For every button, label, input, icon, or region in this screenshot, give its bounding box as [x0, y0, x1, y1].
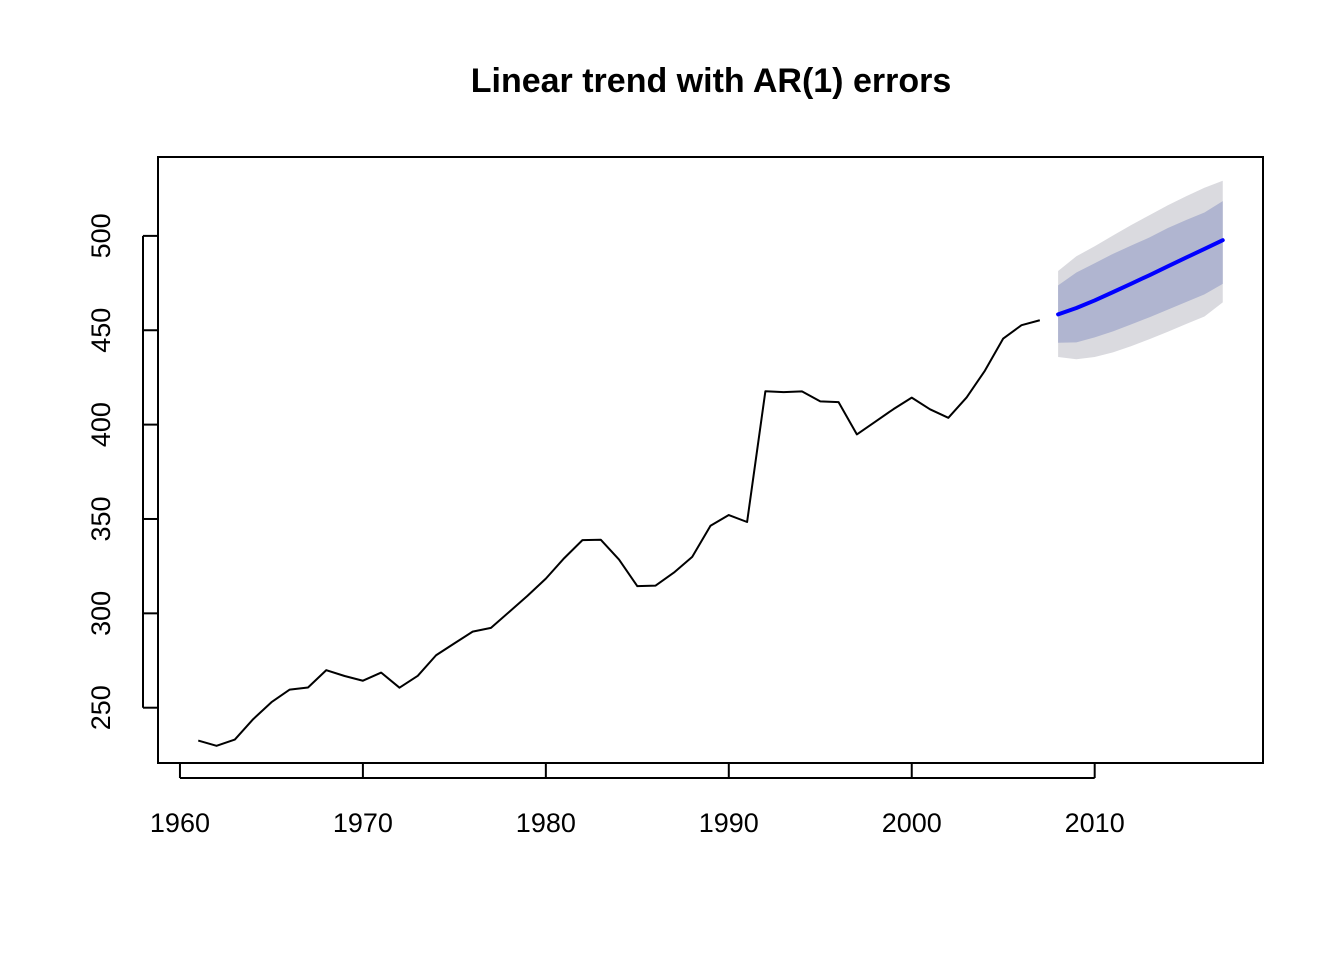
x-tick-label: 1970: [333, 808, 393, 838]
forecast-line: [1056, 238, 1225, 317]
x-tick-label: 1990: [699, 808, 759, 838]
y-tick-label: 350: [86, 496, 116, 541]
y-tick-label: 500: [86, 213, 116, 258]
y-tick-label: 450: [86, 308, 116, 353]
band-80: [1058, 201, 1223, 343]
x-tick-label: 2000: [882, 808, 942, 838]
x-tick-label: 1960: [150, 808, 210, 838]
x-tick-label: 1980: [516, 808, 576, 838]
x-tick-label: 2010: [1065, 808, 1125, 838]
y-tick-label: 300: [86, 591, 116, 636]
forecast-bands: [1058, 180, 1223, 360]
history-line: [197, 319, 1041, 747]
plot-frame: [157, 156, 1264, 764]
y-tick-label: 250: [86, 685, 116, 730]
axes: 1960 1970 1980 1990 2000 2010 250 300 350 400 450 5…: [86, 156, 1264, 838]
chart-title: Linear trend with AR(1) errors: [471, 62, 951, 100]
y-tick-label: 400: [86, 402, 116, 447]
series-lines: [197, 238, 1225, 747]
